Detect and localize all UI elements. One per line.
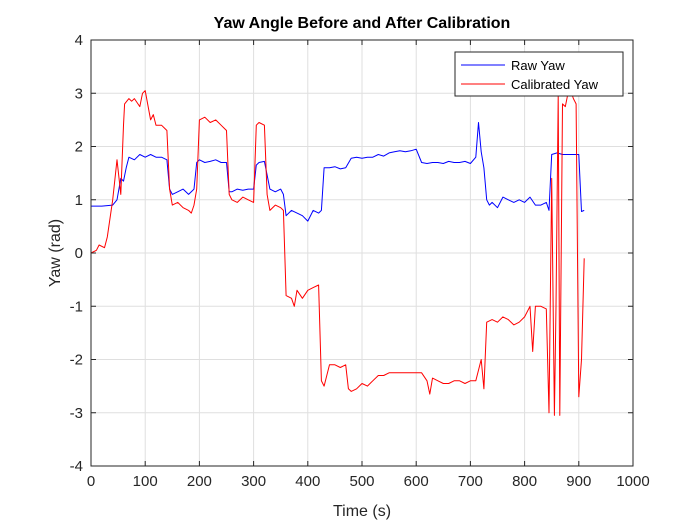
legend-box (454, 51, 624, 97)
y-tick-label: -4 (70, 458, 83, 475)
y-tick-label: 2 (75, 139, 83, 156)
x-tick-label: 600 (404, 473, 429, 490)
x-tick-label: 100 (133, 473, 158, 490)
x-tick-label: 1000 (616, 473, 649, 490)
y-tick-label: -2 (70, 352, 83, 369)
legend: Raw Yaw Calibrated Yaw (454, 51, 624, 97)
x-tick-label: 0 (87, 473, 95, 490)
y-tick-label: 3 (75, 85, 83, 102)
x-tick-label: 400 (295, 473, 320, 490)
legend-label: Raw Yaw (511, 58, 565, 73)
y-tick-label: -1 (70, 298, 83, 315)
x-tick-label: 800 (512, 473, 537, 490)
x-axis-label: Time (s) (333, 503, 391, 520)
y-tick-label: 0 (75, 245, 83, 262)
y-tick-label: -3 (70, 405, 83, 422)
x-tick-label: 300 (241, 473, 266, 490)
chart-title: Yaw Angle Before and After Calibration (214, 15, 511, 32)
y-tick-label: 1 (75, 192, 83, 209)
series-line-calibrated-yaw (90, 90, 585, 416)
y-tick-label: 4 (75, 32, 83, 49)
y-axis-label: Yaw (rad) (47, 219, 64, 287)
axis-ticks: 0 100 200 300 400 500 600 700 800 900 1000 -4 -3 -2 -1… (70, 32, 650, 490)
x-tick-label: 200 (187, 473, 212, 490)
x-tick-label: 500 (349, 473, 374, 490)
legend-label: Calibrated Yaw (511, 77, 599, 92)
x-tick-label: 900 (566, 473, 591, 490)
x-tick-label: 700 (458, 473, 483, 490)
series-lines (90, 90, 585, 416)
series-line-raw-yaw (91, 122, 585, 222)
